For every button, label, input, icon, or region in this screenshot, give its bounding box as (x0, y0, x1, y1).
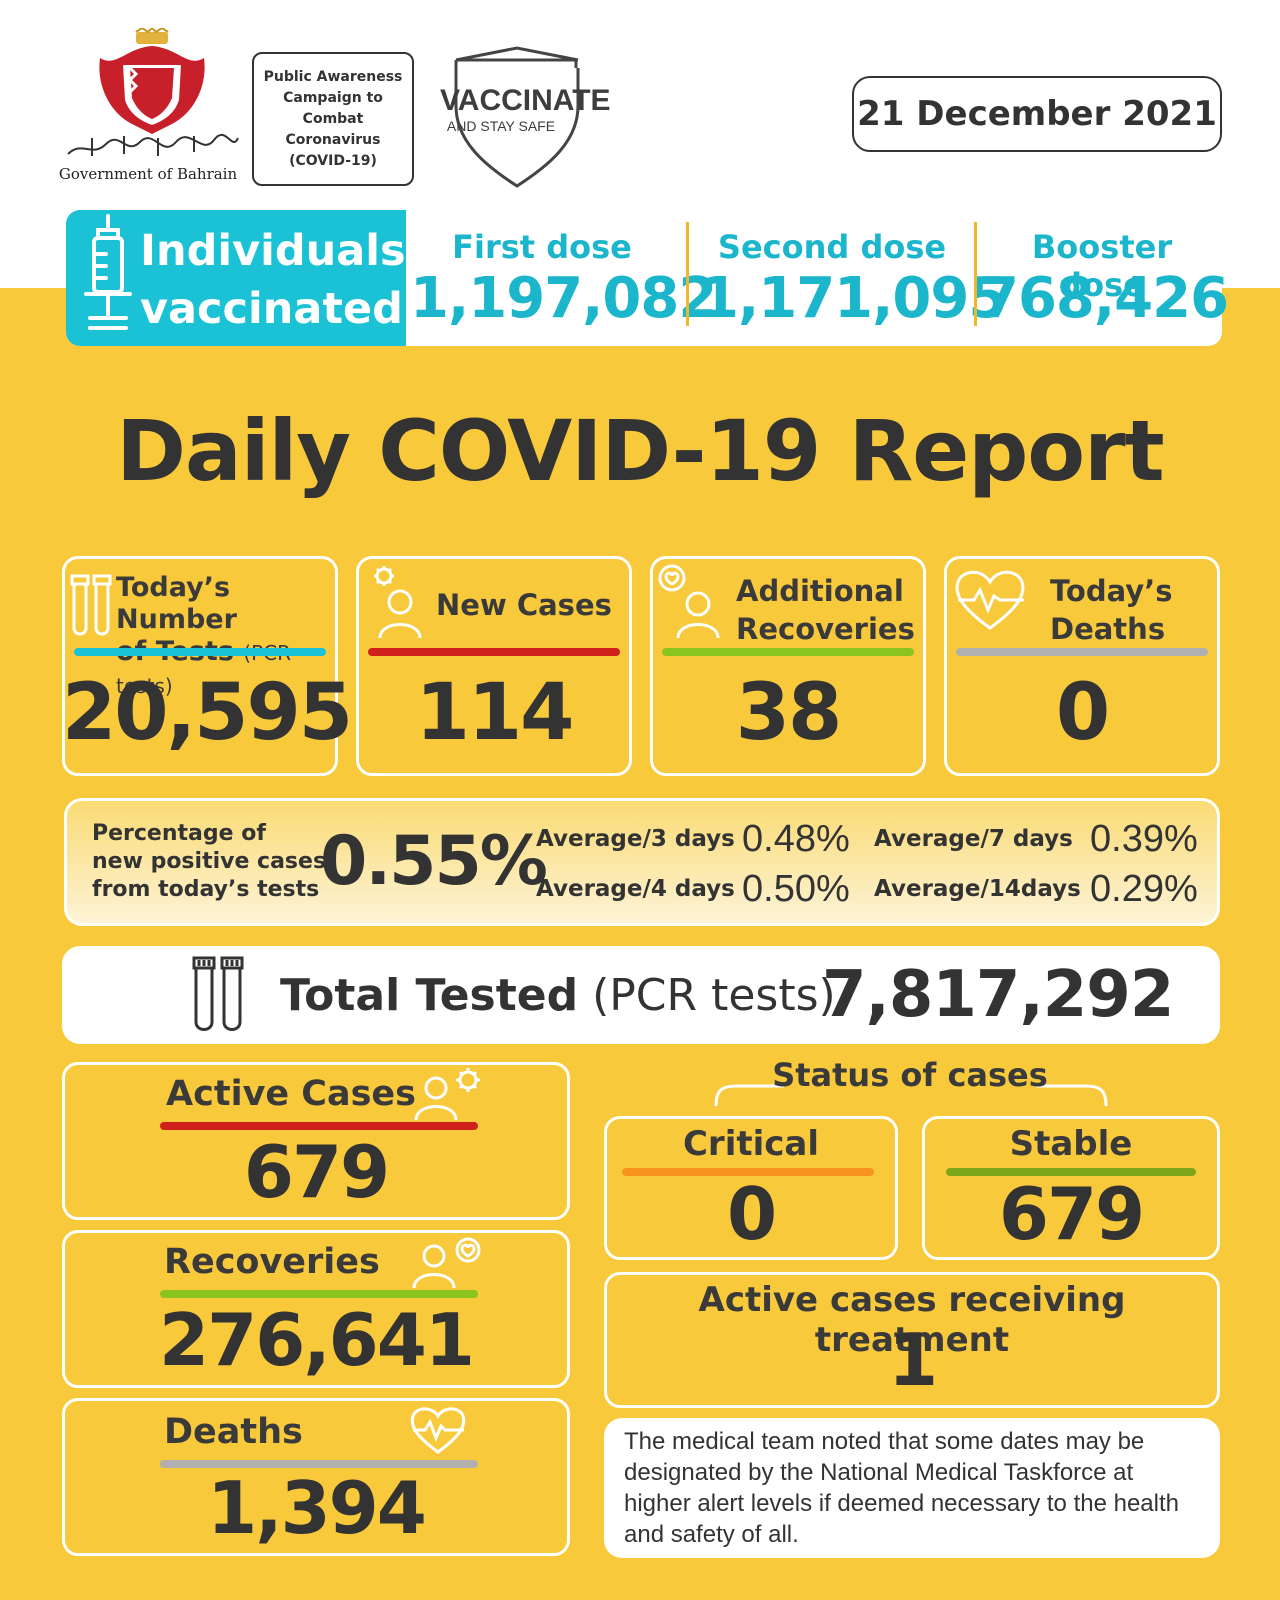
test-tubes-icon (192, 956, 244, 1031)
treatment-value: 1 (887, 1318, 938, 1402)
tests-bar (74, 648, 326, 656)
deaths-value: 0 (1055, 668, 1110, 758)
critical-bar (622, 1168, 874, 1176)
stable-box (922, 1116, 1220, 1260)
positivity-label-line3: from today’s tests (92, 877, 320, 902)
deaths-label: Today’s Deaths (1050, 572, 1210, 648)
deaths-total-bar (160, 1460, 478, 1468)
total-tested-label: Total Tested (PCR tests) (280, 970, 836, 1021)
recoveries-box (62, 1230, 570, 1388)
positivity-value: 0.55% (320, 822, 548, 901)
recoveries-total-bar (160, 1290, 478, 1298)
title-line-2: vaccinated (140, 284, 403, 334)
government-name: Government of Bahrain (58, 165, 238, 183)
avg14-value: 0.29% (1090, 868, 1198, 910)
status-brace (714, 1084, 1108, 1107)
person-virus-icon (374, 566, 422, 639)
critical-box (604, 1116, 898, 1260)
recoveries-label-line1: Additional (736, 574, 904, 608)
individuals-vaccinated-title: Individuals vaccinated (140, 222, 406, 338)
second-dose-label: Second dose (717, 228, 947, 266)
recoveries-value: 38 (735, 668, 843, 758)
stable-label: Stable (1009, 1124, 1133, 1164)
report-date: 21 December 2021 (852, 76, 1222, 152)
new-cases-card (356, 556, 632, 776)
person-virus-icon (414, 1068, 480, 1121)
total-tested-note: (PCR tests) (592, 970, 836, 1021)
booster-dose-label: Booster dose (1031, 228, 1173, 304)
bahrain-emblem-icon (99, 28, 205, 134)
yellow-background (0, 288, 1280, 1600)
vaccinate-title: VACCINATE (440, 84, 611, 117)
total-tested-title: Total Tested (280, 970, 579, 1021)
test-tubes-icon (70, 574, 112, 636)
active-cases-value: 679 (243, 1130, 390, 1214)
positivity-panel (64, 798, 1220, 926)
tests-label-note: (PCR tests) (116, 641, 291, 698)
deaths-label-line2: Deaths (1050, 612, 1166, 646)
critical-value: 0 (726, 1172, 777, 1256)
positivity-label-line2: new positive cases (92, 849, 327, 874)
first-dose-label: First dose (452, 228, 632, 266)
recoveries-total-value: 276,641 (159, 1298, 475, 1382)
divider (974, 222, 977, 326)
status-title: Status of cases (772, 1056, 1048, 1094)
recoveries-label: Additional Recoveries (736, 572, 922, 648)
avg4-value: 0.50% (742, 868, 850, 910)
deaths-box (62, 1398, 570, 1556)
medical-note: The medical team noted that some dates m… (604, 1418, 1220, 1558)
shield-icon (454, 46, 580, 188)
stable-value: 679 (998, 1172, 1145, 1256)
vaccinate-subtitle: AND STAY SAFE (446, 118, 556, 134)
second-dose-value: 1,171,095 (700, 266, 1007, 331)
heartbeat-icon (410, 1407, 466, 1454)
avg4-label: Average/4 days (536, 876, 735, 902)
divider (686, 222, 689, 326)
new-cases-label: New Cases (436, 588, 612, 622)
deaths-total-value: 1,394 (207, 1466, 427, 1550)
new-cases-bar (368, 648, 620, 656)
treatment-box (604, 1272, 1220, 1408)
recoveries-card (650, 556, 926, 776)
recoveries-total-label: Recoveries (164, 1242, 380, 1282)
first-dose-value: 1,197,082 (410, 266, 717, 331)
positivity-label: Percentage of new positive cases from to… (92, 820, 328, 904)
tests-card (62, 556, 338, 776)
new-cases-value: 114 (415, 668, 575, 758)
arabic-calligraphy-icon (67, 133, 239, 156)
deaths-total-label: Deaths (164, 1412, 303, 1452)
title-line-1: Individuals (140, 226, 406, 276)
person-heart-icon (658, 564, 720, 639)
person-heart-icon (412, 1237, 481, 1289)
stable-bar (946, 1168, 1196, 1176)
critical-label: Critical (682, 1124, 820, 1164)
avg3-value: 0.48% (742, 818, 850, 860)
report-title: Daily COVID-19 Report (116, 402, 1164, 500)
deaths-bar (956, 648, 1208, 656)
deaths-card (944, 556, 1220, 776)
active-cases-bar (160, 1122, 478, 1130)
tests-label: Today’s Number of Tests (PCR tests) (116, 572, 342, 702)
medical-note-text: The medical team noted that some dates m… (624, 1428, 1179, 1548)
avg7-value: 0.39% (1090, 818, 1198, 860)
campaign-text: Public Awareness Campaign to Combat Coro… (263, 68, 403, 169)
total-tested-panel (62, 946, 1220, 1044)
total-tested-value: 7,817,292 (822, 958, 1174, 1032)
avg14-label: Average/14days (874, 876, 1081, 902)
positivity-label-line1: Percentage of (92, 821, 266, 846)
active-cases-box (62, 1062, 570, 1220)
booster-dose-value: 768,426 (980, 266, 1229, 331)
recoveries-bar (662, 648, 914, 656)
active-cases-label: Active Cases (166, 1074, 417, 1114)
recoveries-label-line2: Recoveries (736, 612, 915, 646)
deaths-label-line1: Today’s (1050, 574, 1173, 608)
avg7-label: Average/7 days (874, 826, 1073, 852)
campaign-box: Public Awareness Campaign to Combat Coro… (252, 52, 414, 186)
treatment-label: Active cases receiving treatment (698, 1280, 1126, 1360)
syringe-icon (84, 214, 132, 330)
tests-value: 20,595 (62, 668, 353, 758)
tests-label-line1: Today’s Number (116, 572, 237, 635)
avg3-label: Average/3 days (536, 826, 735, 852)
heartbeat-icon (955, 570, 1025, 630)
